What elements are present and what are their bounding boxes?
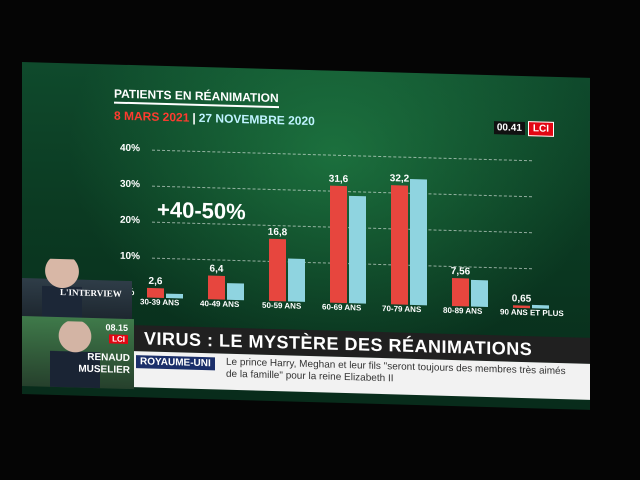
bar-current [452,278,469,307]
bar-previous [227,283,244,301]
bar-data-label: 32,2 [390,173,410,185]
bar-data-label: 31,6 [329,174,349,186]
category-label: 80-89 ANS [443,305,483,316]
inset-clock: 08.15 [105,322,128,333]
category-label: 40-49 ANS [200,298,240,310]
category-label: 30-39 ANS [140,297,180,308]
bar-data-label: 2,6 [149,276,163,287]
ticker-tag: ROYAUME-UNI [136,355,215,371]
bar-previous [410,179,427,306]
bar-previous [166,293,183,299]
bar-current [330,185,347,304]
bar-data-label: 0,65 [512,293,532,305]
bar-current [391,185,408,305]
category-label: 50-59 ANS [262,300,302,311]
bar-current [147,287,164,298]
guest-name: RENAUD MUSELIER [78,352,130,377]
bar-previous [532,304,549,309]
bar-previous [288,258,305,302]
bar-data-label: 7,56 [451,266,471,278]
ticker-text: Le prince Harry, Meghan et leur fils "se… [226,356,566,385]
bar-previous [349,195,366,304]
guest-inset: 08.15 LCI RENAUD MUSELIER [22,316,134,390]
interview-label: L'INTERVIEW [60,287,122,299]
bar-data-label: 16,8 [268,227,288,239]
bar-chart: 2,6 6,4 16,8 31,6 32,2 7,56 0,65 [147,173,549,309]
bar-current [269,238,286,302]
inset-channel-logo: LCI [109,334,128,344]
bar-current [513,305,530,309]
category-label: 90 ANS ET PLUS [500,307,564,319]
category-label: 60-69 ANS [322,302,362,313]
category-label: 70-79 ANS [382,304,422,315]
guest-last-name: MUSELIER [78,363,130,377]
increase-annotation: +40-50% [157,196,246,225]
bar-previous [471,279,488,308]
bar-data-label: 6,4 [210,264,224,275]
tv-screen: PATIENTS EN RÉANIMATION 8 MARS 2021 | 27 N… [22,62,590,410]
bar-current [208,275,225,300]
